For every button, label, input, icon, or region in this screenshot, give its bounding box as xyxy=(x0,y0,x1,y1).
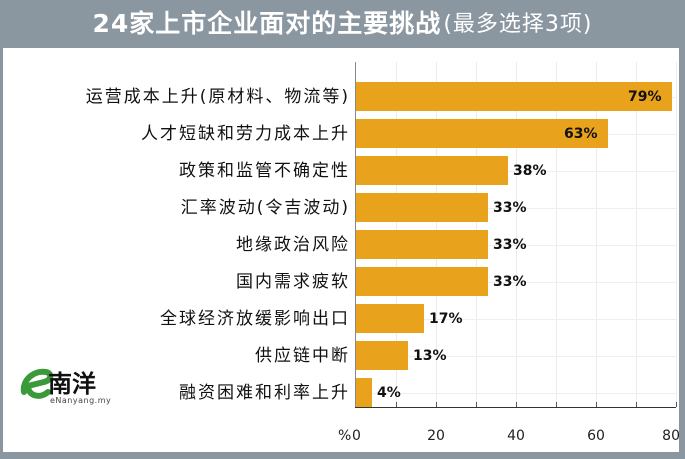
x-axis-tick-label: 20 xyxy=(427,428,445,444)
category-label: 运营成本上升(原材料、物流等) xyxy=(85,87,350,107)
x-axis-tick xyxy=(596,402,597,407)
x-axis-tick xyxy=(516,402,517,407)
logo-e-icon xyxy=(20,368,54,399)
bar xyxy=(356,119,608,148)
gridline-vertical xyxy=(556,62,557,407)
x-axis-tick-label: 80 xyxy=(662,428,680,444)
bar-value-label: 33% xyxy=(493,274,527,290)
bar xyxy=(356,156,508,185)
gridline-horizontal xyxy=(356,318,676,320)
x-axis-tick xyxy=(636,402,637,407)
x-axis-tick-label: 60 xyxy=(587,428,605,444)
x-axis-tick xyxy=(396,402,397,407)
bar xyxy=(356,193,488,222)
chart-title-sub: (最多选择3项) xyxy=(443,12,593,37)
gridline-vertical xyxy=(636,62,637,407)
x-axis-tick xyxy=(476,402,477,407)
gridline-vertical xyxy=(676,62,677,407)
enanyang-logo: 南洋 eNanyang.my xyxy=(18,364,114,408)
x-axis-tick-label: 0 xyxy=(352,428,361,444)
category-label: 供应链中断 xyxy=(255,346,350,366)
x-axis-tick xyxy=(676,402,677,407)
gridline-horizontal xyxy=(356,244,676,246)
category-label: 人才短缺和劳力成本上升 xyxy=(141,124,350,144)
category-label: 全球经济放缓影响出口 xyxy=(160,309,350,329)
logo-chinese-text: 南洋 xyxy=(48,369,96,398)
chart-title-main: 24家上市企业面对的主要挑战 xyxy=(92,9,442,38)
bar-value-label: 63% xyxy=(564,126,598,142)
bar-value-label: 33% xyxy=(493,237,527,253)
category-label: 汇率波动(令吉波动) xyxy=(180,198,350,218)
bar xyxy=(356,304,424,333)
bar-value-label: 38% xyxy=(513,163,547,179)
bar xyxy=(356,230,488,259)
category-label: 融资困难和利率上升 xyxy=(179,383,350,403)
bar xyxy=(356,82,672,111)
gridline-horizontal xyxy=(356,392,676,394)
category-label: 地缘政治风险 xyxy=(236,235,350,255)
y-axis-line xyxy=(355,62,356,408)
chart-panel xyxy=(3,48,679,452)
gridline-vertical xyxy=(516,62,517,407)
gridline-vertical xyxy=(596,62,597,407)
category-label: 政策和监管不确定性 xyxy=(179,161,350,181)
bar xyxy=(356,341,408,370)
bar-value-label: 4% xyxy=(377,385,401,401)
x-axis-tick xyxy=(556,402,557,407)
bar-value-label: 17% xyxy=(429,311,463,327)
bar xyxy=(356,378,372,407)
gridline-horizontal xyxy=(356,170,676,172)
bar-value-label: 79% xyxy=(628,89,662,105)
category-label: 国内需求疲软 xyxy=(236,272,350,292)
logo-url: eNanyang.my xyxy=(50,396,112,405)
x-axis-tick xyxy=(436,402,437,407)
bar xyxy=(356,267,488,296)
gridline-horizontal xyxy=(356,281,676,283)
x-axis-line xyxy=(355,407,676,408)
bar-value-label: 33% xyxy=(493,200,527,216)
gridline-horizontal xyxy=(356,355,676,357)
gridline-horizontal xyxy=(356,207,676,209)
x-axis-unit-label: % xyxy=(338,428,352,444)
bar-value-label: 13% xyxy=(413,348,447,364)
chart-title: 24家上市企业面对的主要挑战 (最多选择3项) xyxy=(0,0,685,44)
x-axis-tick-label: 40 xyxy=(507,428,525,444)
